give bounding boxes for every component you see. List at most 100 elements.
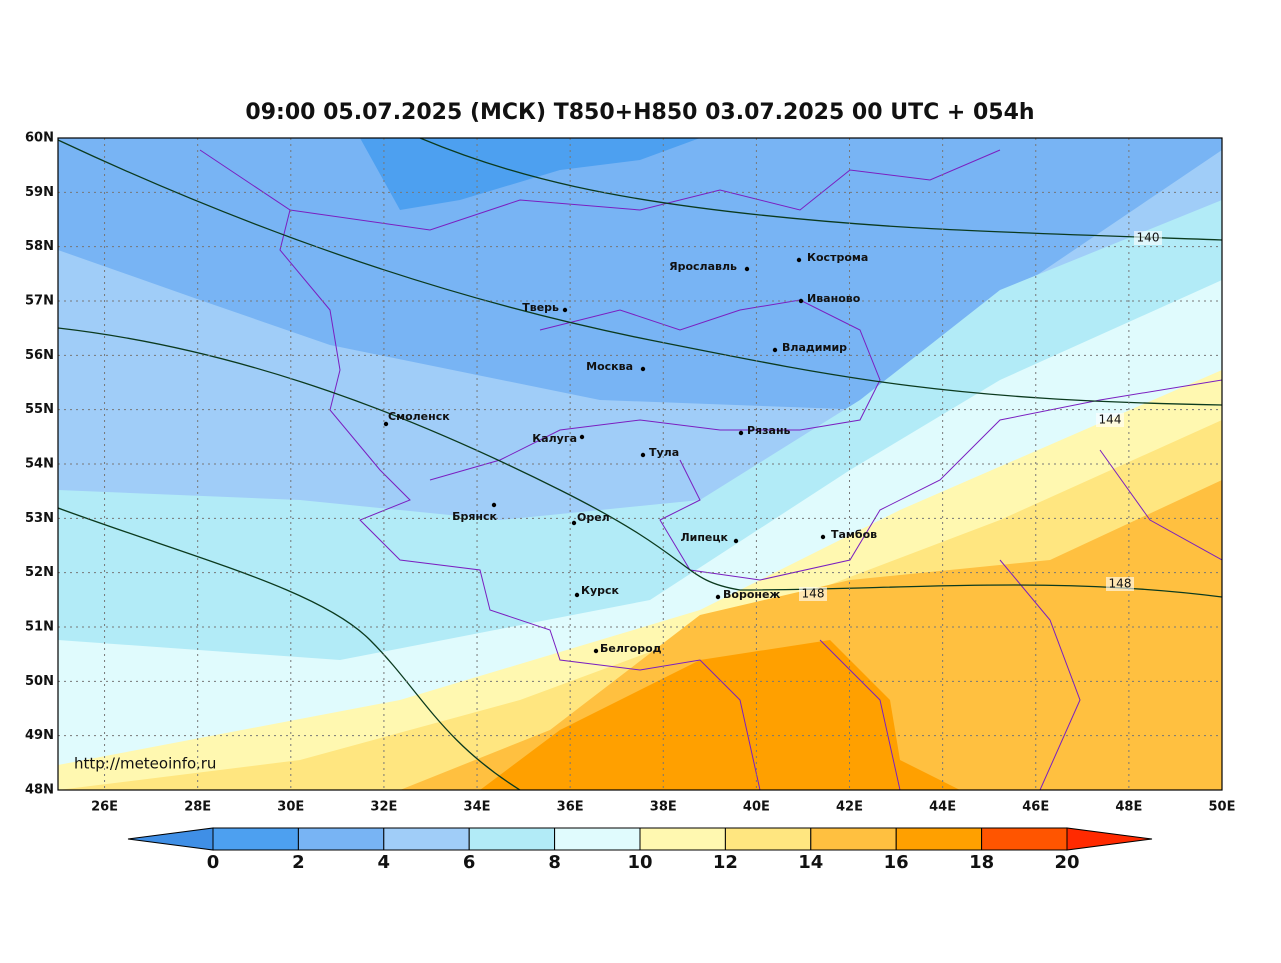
y-tick-label: 51N: [25, 620, 54, 635]
city-label: Москва: [586, 360, 633, 373]
colorbar-label: 14: [798, 852, 823, 873]
city-label: Тамбов: [831, 528, 877, 541]
city-label: Воронеж: [723, 588, 780, 601]
x-tick-label: 50E: [1209, 800, 1236, 815]
colorbar-label: 0: [207, 852, 220, 873]
x-tick-label: 46E: [1022, 800, 1049, 815]
city-dot: [579, 434, 585, 440]
contour-label: 144: [1099, 413, 1122, 427]
city-dot: [796, 257, 802, 263]
colorbar-label: 12: [713, 852, 738, 873]
grid: [58, 138, 1222, 790]
y-tick-label: 50N: [25, 674, 54, 689]
y-tick-label: 52N: [25, 565, 54, 580]
colorbar-segment: [468, 827, 556, 851]
y-tick-label: 53N: [25, 511, 54, 526]
colorbar-segment: [639, 827, 726, 851]
x-tick-label: 44E: [929, 800, 956, 815]
city-label: Владимир: [782, 341, 847, 354]
city-dot: [798, 298, 804, 304]
city-dot: [738, 430, 744, 436]
y-tick-label: 60N: [25, 131, 54, 146]
colorbar-label: 8: [548, 852, 561, 873]
contour-label: 140: [1137, 231, 1160, 245]
city-dot: [640, 452, 646, 458]
contour-label-bg: [1106, 577, 1134, 591]
colorbar-segment: [981, 827, 1068, 851]
city-label: Брянск: [452, 510, 497, 523]
colorbar-segment: [724, 827, 812, 851]
city-dot: [383, 421, 389, 427]
field: [58, 138, 1222, 790]
contour-label-bg: [1134, 231, 1162, 245]
y-tick-label: 54N: [25, 457, 54, 472]
colorbar-label: 20: [1054, 852, 1079, 873]
city-label: Тула: [649, 446, 679, 459]
colorbar-extend: [127, 827, 214, 851]
x-tick-label: 36E: [557, 800, 584, 815]
city-dot: [640, 366, 646, 372]
colorbar-segment: [212, 827, 299, 851]
city-label: Иваново: [807, 292, 861, 305]
title: 09:00 05.07.2025 (МСК) T850+H850 03.07.2…: [245, 100, 1034, 125]
city-dot: [593, 648, 599, 654]
x-tick-label: 40E: [743, 800, 770, 815]
x-tick-label: 34E: [464, 800, 491, 815]
colorbar-label: 2: [292, 852, 305, 873]
contour-label-bg: [1096, 413, 1124, 427]
city-dot: [562, 307, 568, 313]
x-tick-label: 38E: [650, 800, 677, 815]
city-dot: [820, 534, 826, 540]
x-tick-label: 26E: [91, 800, 118, 815]
colorbar-extend: [1066, 827, 1153, 851]
contour-label: 148: [1109, 577, 1132, 591]
colorbar-segment: [297, 827, 385, 851]
frame: [57, 137, 1223, 791]
city-label: Тверь: [522, 301, 559, 314]
city-label: Рязань: [747, 424, 791, 437]
y-tick-label: 56N: [25, 348, 54, 363]
colorbar-label: 16: [884, 852, 909, 873]
city-label: Ярославль: [669, 260, 737, 273]
y-tick-label: 49N: [25, 728, 54, 743]
colorbar-label: 18: [969, 852, 994, 873]
city-dot: [715, 594, 721, 600]
colorbar-segment: [810, 827, 897, 851]
x-tick-label: 48E: [1115, 800, 1142, 815]
y-tick-label: 55N: [25, 402, 54, 417]
city-label: Курск: [581, 584, 620, 597]
x-tick-label: 32E: [370, 800, 397, 815]
city-dot: [574, 592, 580, 598]
band: [360, 138, 700, 210]
contours: [58, 138, 1222, 790]
x-tick-label: 28E: [184, 800, 211, 815]
city-label: Смоленск: [388, 410, 450, 423]
city-dot: [491, 502, 497, 508]
band: [480, 640, 960, 790]
x-tick-label: 30E: [277, 800, 304, 815]
city-dot: [772, 347, 778, 353]
watermark: http://meteoinfo.ru: [74, 755, 216, 773]
colorbar-segment: [554, 827, 641, 851]
city-label: Липецк: [680, 531, 728, 544]
contour-label-bg: [799, 587, 827, 601]
x-tick-label: 42E: [836, 800, 863, 815]
colorbar-label: 4: [378, 852, 391, 873]
y-tick-label: 48N: [25, 783, 54, 798]
y-tick-label: 59N: [25, 185, 54, 200]
city-dot: [733, 538, 739, 544]
colorbar-label: 6: [463, 852, 476, 873]
city-label: Калуга: [532, 432, 577, 445]
city-label: Кострома: [807, 251, 868, 264]
y-tick-label: 58N: [25, 239, 54, 254]
y-tick-label: 57N: [25, 294, 54, 309]
colorbar-label: 10: [627, 852, 652, 873]
city-label: Орел: [577, 511, 610, 524]
contour-label: 148: [802, 587, 825, 601]
city-dot: [571, 520, 577, 526]
colorbar-segment: [895, 827, 983, 851]
city-dot: [744, 266, 750, 272]
city-label: Белгород: [600, 642, 662, 655]
colorbar-segment: [383, 827, 470, 851]
